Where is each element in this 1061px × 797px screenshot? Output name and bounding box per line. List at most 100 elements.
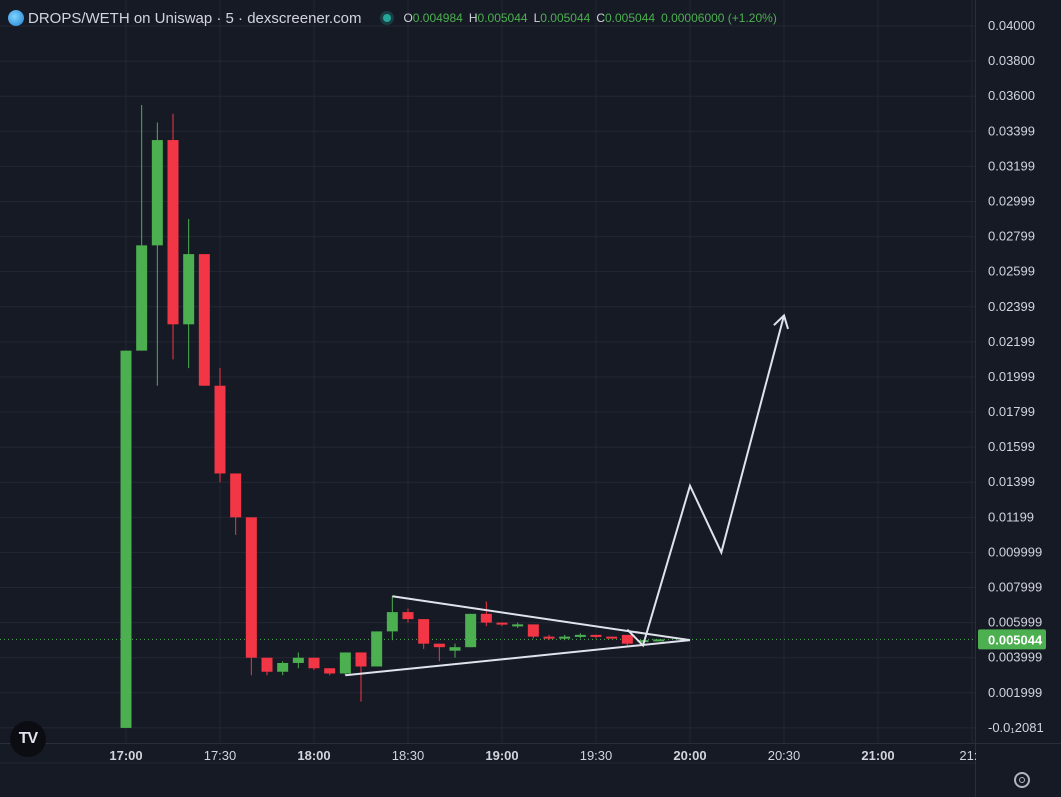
candle	[402, 608, 414, 623]
last-price-marker: 0.005044	[978, 629, 1046, 650]
price-tick-label: 0.005999	[988, 615, 1042, 630]
price-tick-label: 0.02799	[988, 229, 1035, 244]
candle-body	[308, 657, 320, 669]
tradingview-logo-icon[interactable]: TV	[10, 721, 46, 757]
time-tick-label: 19:00	[485, 748, 518, 763]
candle-body	[590, 634, 602, 637]
candle	[230, 473, 242, 535]
candle-body	[261, 657, 273, 672]
candle-body	[292, 657, 304, 663]
candle-body	[574, 634, 586, 637]
pair-title: DROPS/WETH on Uniswap · 5 · dexscreener.…	[28, 9, 362, 27]
candle-body	[418, 619, 430, 644]
candle	[480, 601, 492, 627]
price-tick-label: 0.03800	[988, 53, 1035, 68]
candle-body	[324, 668, 336, 674]
price-axis[interactable]: 0.04000 0.03800 0.03600 0.03399 0.03199 0.029…	[988, 18, 1047, 770]
live-status-icon	[383, 14, 392, 22]
candle-body	[136, 245, 148, 351]
candle-body	[167, 140, 179, 325]
time-tick-label: 20:00	[673, 748, 706, 763]
price-tick-label: 0.007999	[988, 580, 1042, 595]
time-axis[interactable]: 17:00 17:30 18:00 18:30 19:00 19:30 20:00 20:30…	[109, 744, 1061, 797]
candle	[418, 619, 430, 649]
candle-body	[449, 647, 461, 651]
candle-body	[198, 254, 210, 386]
price-tick-label: 0.03399	[988, 123, 1035, 138]
candle-body	[637, 640, 649, 643]
candle-body	[527, 624, 539, 637]
candle-body	[480, 613, 492, 623]
candle-body	[151, 140, 163, 246]
candle	[308, 657, 320, 670]
candle	[292, 652, 304, 669]
candle-body	[183, 254, 195, 325]
candle	[465, 613, 477, 648]
price-tick-label: 0.04000	[988, 18, 1035, 33]
price-tick-label: 0.03199	[988, 158, 1035, 173]
triangle-lower-trendline[interactable]	[345, 639, 691, 677]
candle	[198, 254, 210, 386]
candle	[574, 633, 586, 639]
candle	[167, 113, 179, 360]
price-tick-label: 0.009999	[988, 544, 1042, 559]
candle-body	[606, 636, 618, 639]
gear-icon[interactable]	[1014, 772, 1030, 788]
candle-body	[433, 643, 445, 648]
candle-body	[512, 624, 524, 627]
candle	[590, 634, 602, 639]
triangle-upper-trendline[interactable]	[392, 595, 691, 642]
time-tick-label: 21:00	[861, 748, 894, 763]
candle-body	[214, 385, 226, 474]
candle-body	[543, 636, 555, 639]
price-tick-label: 0.01999	[988, 369, 1035, 384]
candle-body	[371, 631, 383, 667]
candle-body	[245, 517, 257, 658]
candle	[261, 657, 273, 676]
candle	[277, 661, 289, 676]
candle-body	[386, 612, 398, 632]
candle	[386, 596, 398, 641]
price-tick-label: 0.02999	[988, 193, 1035, 208]
time-tick-label: 20:30	[768, 748, 801, 763]
time-tick-label: 17:00	[109, 748, 142, 763]
candle	[496, 622, 508, 627]
candle	[449, 643, 461, 658]
candle	[151, 122, 163, 386]
price-tick-label: 0.03600	[988, 88, 1035, 103]
candle	[324, 668, 336, 676]
time-tick-label: 17:30	[204, 748, 237, 763]
candle-body	[653, 639, 665, 642]
candle-body	[559, 636, 571, 639]
price-tick-label: 0.02599	[988, 264, 1035, 279]
price-tick-label: 0.02399	[988, 299, 1035, 314]
price-tick-label: 0.02199	[988, 334, 1035, 349]
open-label: O	[403, 11, 413, 25]
candle	[371, 631, 383, 667]
candle	[245, 517, 257, 676]
axis-corner	[976, 744, 1061, 797]
candle	[543, 634, 555, 641]
candle	[339, 652, 351, 676]
close-value: 0.005044	[605, 11, 656, 25]
low-value: 0.005044	[540, 11, 591, 25]
time-tick-label: 18:30	[392, 748, 425, 763]
candle-body	[277, 662, 289, 672]
projection-path[interactable]	[626, 315, 785, 648]
candles-layer	[120, 104, 665, 728]
candle	[355, 652, 367, 702]
candle	[653, 639, 665, 642]
candle	[120, 350, 132, 728]
candle	[559, 634, 571, 641]
chart-header: DROPS/WETH on Uniswap · 5 · dexscreener.…	[8, 8, 777, 28]
price-tick-label: -0.0₁2081	[988, 720, 1044, 735]
candle	[136, 104, 148, 351]
candle-body	[496, 622, 508, 625]
candle-body	[402, 612, 414, 620]
candle	[527, 624, 539, 639]
candle-body	[120, 350, 132, 728]
price-tick-label: 0.01199	[988, 509, 1034, 524]
high-label: H	[468, 11, 478, 25]
